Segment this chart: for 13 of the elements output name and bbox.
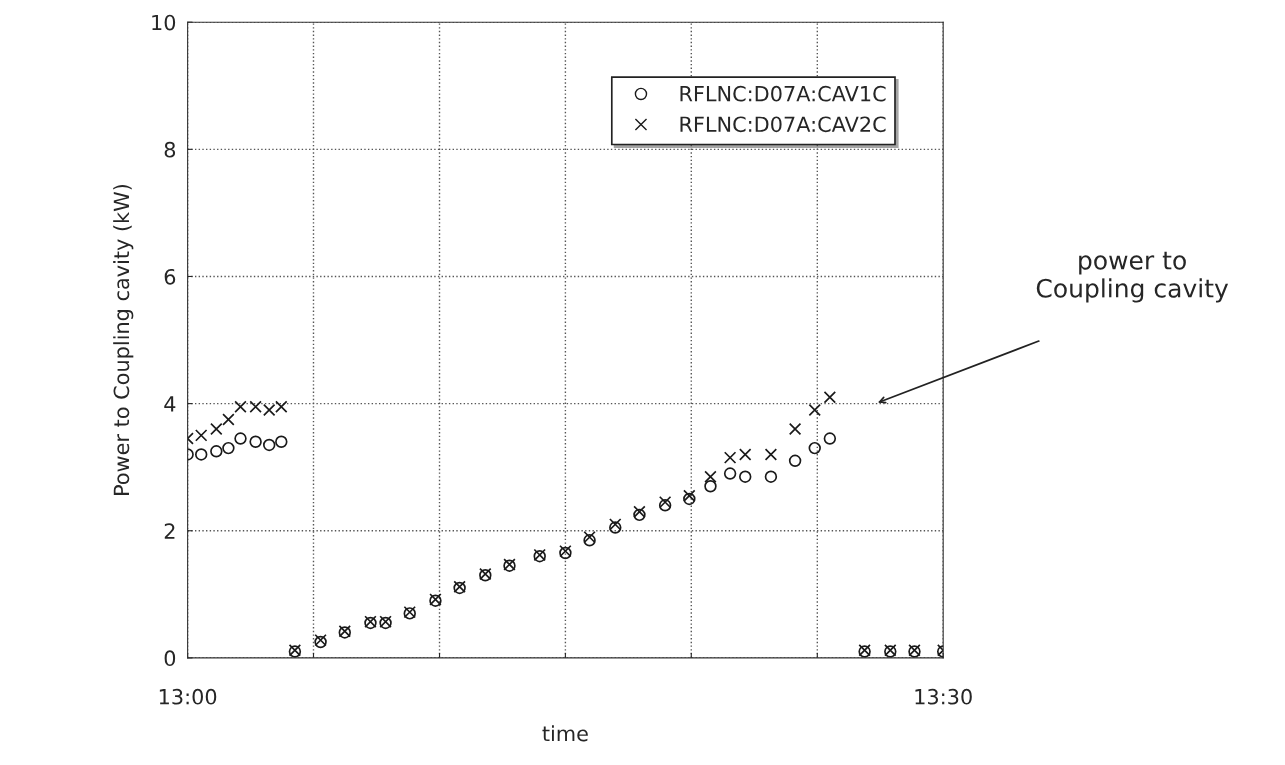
legend-label: RFLNC:D07A:CAV2C (680, 116, 886, 133)
text: power to Coupling cavity (1036, 251, 1229, 303)
y-tick-label: 0 (164, 650, 176, 667)
y-tick-label: 2 (164, 523, 175, 539)
x-axis-title: time (542, 725, 588, 742)
y-tick-label: 10 (152, 14, 176, 31)
x-tick-label: 13:00 (159, 688, 217, 705)
y-tick-label: 8 (164, 141, 176, 158)
y-axis-title: Power to Coupling cavity (kW) (113, 184, 134, 495)
x-tick-label: 13:30 (915, 688, 972, 705)
legend-label: RFLNC:D07A:CAV1C (680, 85, 886, 102)
y-tick-label: 6 (164, 268, 176, 285)
y-tick-label: 4 (164, 396, 176, 412)
